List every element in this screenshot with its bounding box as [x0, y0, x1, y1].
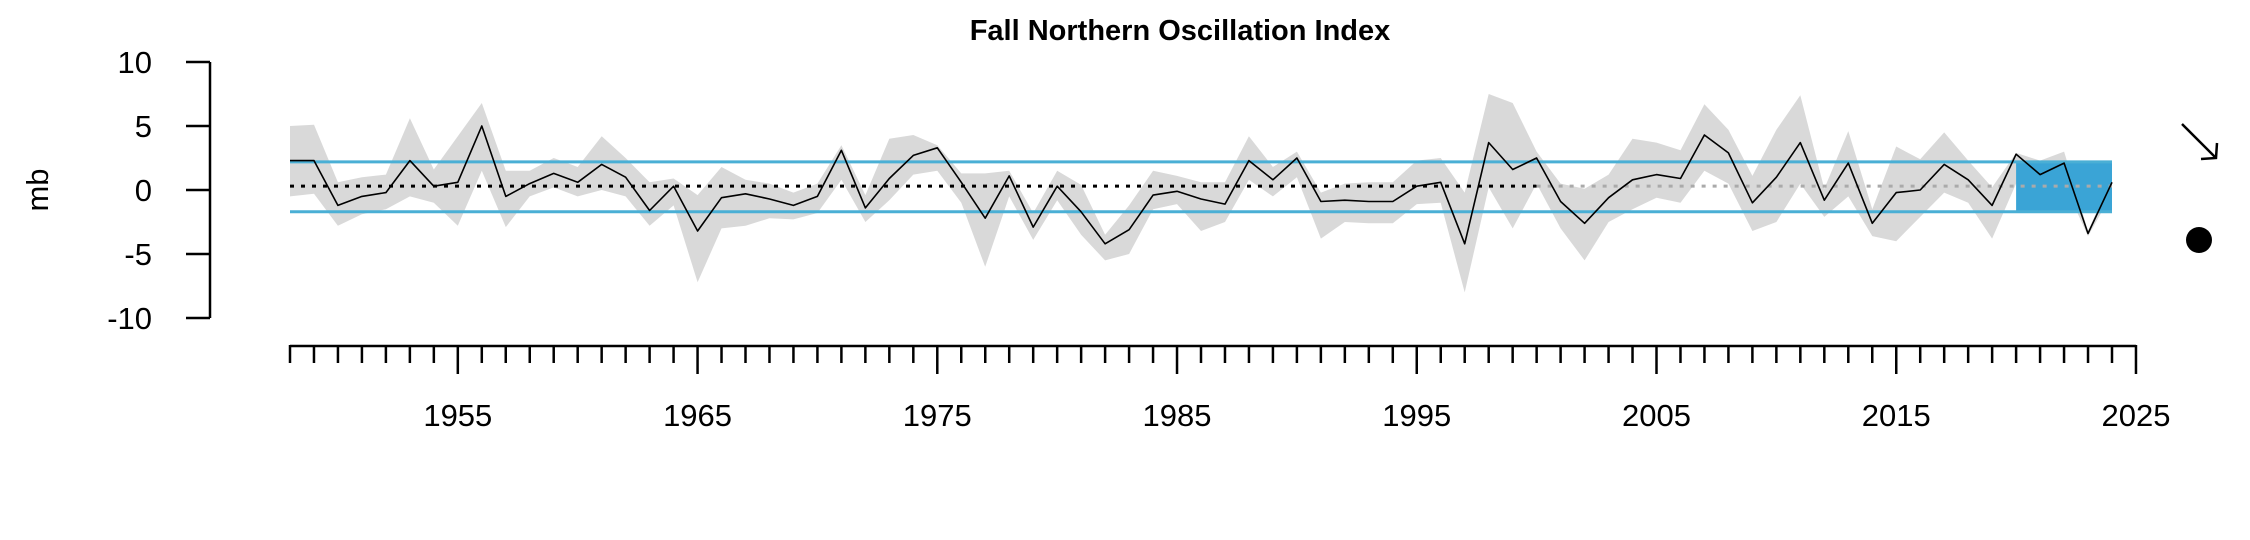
x-tick-label: 1975 [903, 398, 972, 433]
chart-title: Fall Northern Oscillation Index [970, 15, 1391, 47]
x-tick-label: 1965 [663, 398, 732, 433]
plot-area [290, 94, 2113, 293]
trend-arrow-down-right-icon [2181, 123, 2217, 159]
mean-status-dot-icon [2186, 227, 2212, 253]
status-symbols [2181, 123, 2219, 253]
uncertainty-band [290, 94, 2112, 293]
y-axis: 10 5 0 -5 -10 [107, 45, 212, 336]
x-tick-label: 2005 [1622, 398, 1691, 433]
x-tick-label: 1985 [1143, 398, 1212, 433]
x-tick-label: 1995 [1382, 398, 1451, 433]
x-tick-label: 1955 [423, 398, 492, 433]
x-tick-label: 2025 [2101, 398, 2170, 433]
trend-arrow-head-icon [2200, 142, 2219, 161]
x-tick-label: 2015 [1862, 398, 1931, 433]
x-axis: 1955 1965 1975 1985 1995 2005 2015 2025 [288, 344, 2170, 433]
y-tick-label: 5 [135, 109, 152, 144]
y-tick-label: -5 [124, 237, 152, 272]
y-tick-label: -10 [107, 301, 152, 336]
series-line [290, 125, 2113, 245]
y-tick-label: 0 [135, 173, 152, 208]
y-tick-label: 10 [118, 45, 152, 80]
y-axis-label: mb [20, 168, 55, 211]
